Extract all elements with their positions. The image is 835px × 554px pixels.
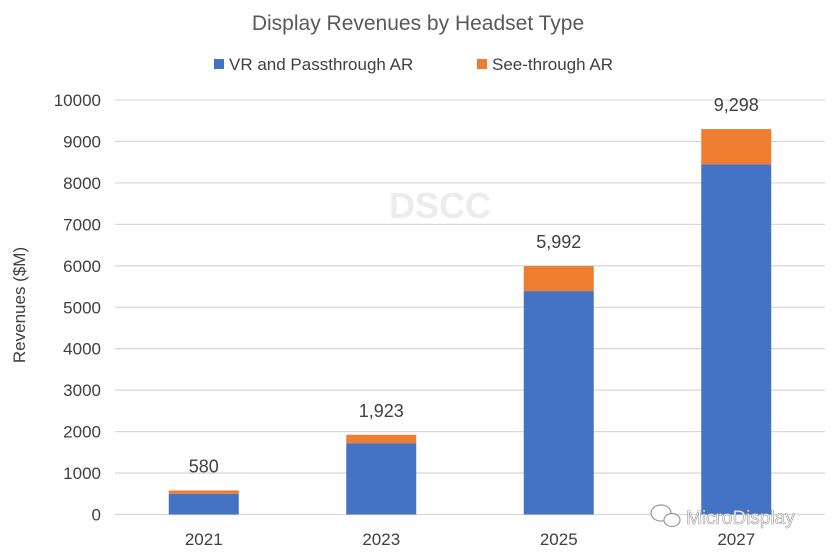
bar-segment-see-through-2023 — [346, 434, 417, 444]
svg-text:MicroDisplay: MicroDisplay — [686, 508, 795, 529]
legend-swatch-see-through — [477, 59, 487, 69]
total-label-2021: 580 — [189, 456, 219, 476]
legend-swatch-vr — [214, 59, 224, 69]
y-tick-label: 5000 — [63, 298, 101, 317]
bar-segment-vr-2021 — [168, 493, 239, 515]
wechat-icon — [650, 504, 681, 528]
y-tick-label: 6000 — [63, 257, 101, 276]
legend: VR and Passthrough AR See-through AR — [214, 55, 613, 74]
legend-label-see-through: See-through AR — [492, 55, 613, 74]
y-tick-label: 2000 — [63, 423, 101, 442]
bar-segment-see-through-2027 — [701, 129, 772, 165]
y-tick-label: 9000 — [63, 132, 101, 151]
x-tick-label: 2021 — [185, 530, 223, 549]
bar-segment-vr-2025 — [523, 291, 594, 515]
y-axis-label: Revenues ($M) — [10, 247, 29, 363]
y-tick-label: 7000 — [63, 215, 101, 234]
y-tick-labels: 0 1000 2000 3000 4000 5000 6000 7000 8000 9000 100… — [54, 91, 101, 525]
y-tick-label: 10000 — [54, 91, 101, 110]
chart-title: Display Revenues by Headset Type — [252, 12, 584, 35]
x-tick-label: 2023 — [362, 530, 400, 549]
x-tick-label: 2027 — [717, 530, 755, 549]
bar-segment-see-through-2021 — [168, 490, 239, 494]
bar-segment-vr-2023 — [346, 443, 417, 515]
total-label-2025: 5,992 — [536, 232, 581, 252]
total-label-2027: 9,298 — [714, 95, 759, 115]
total-label-2023: 1,923 — [359, 401, 404, 421]
legend-label-vr: VR and Passthrough AR — [229, 55, 413, 74]
y-tick-label: 0 — [92, 506, 101, 525]
bar-segment-see-through-2025 — [523, 266, 594, 292]
y-tick-label: 1000 — [63, 464, 101, 483]
bar-segment-vr-2027 — [701, 164, 772, 515]
watermark-dscc: DSCC — [389, 185, 491, 226]
watermark-microdisplay: MicroDisplay — [650, 504, 796, 529]
bars — [168, 129, 772, 515]
x-tick-labels: 2021 2023 2025 2027 — [185, 530, 755, 549]
y-tick-label: 4000 — [63, 340, 101, 359]
total-labels: 580 1,923 5,992 9,298 — [189, 95, 759, 476]
x-tick-label: 2025 — [540, 530, 578, 549]
y-tick-label: 8000 — [63, 174, 101, 193]
y-tick-label: 3000 — [63, 381, 101, 400]
